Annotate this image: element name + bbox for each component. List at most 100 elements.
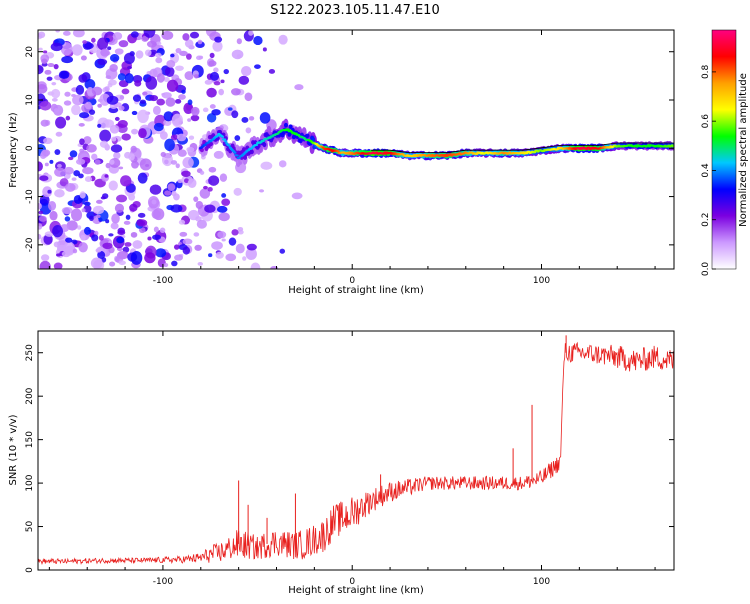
spectrogram-noise-blob — [63, 166, 74, 175]
spectrogram-noise-blob — [97, 58, 108, 66]
spectrogram-noise-blob — [105, 75, 112, 79]
spectrogram-y-tick-label: -20 — [25, 237, 35, 252]
spectrogram-noise-blob — [91, 153, 98, 161]
spectrogram-ridge-core — [227, 144, 231, 147]
spectrogram-noise-blob — [42, 50, 48, 54]
spectrogram-x-axis-label: Height of straight line (km) — [288, 285, 424, 296]
spectrogram-noise-blob — [99, 93, 111, 106]
spectrogram-noise-blob — [38, 47, 43, 51]
spectrogram-noise-blob — [80, 55, 87, 61]
snr-frame — [37, 330, 675, 571]
spectrogram-noise-blob — [231, 88, 241, 96]
snr-y-tick-label: 200 — [25, 387, 35, 404]
spectrogram-x-tick-label: 100 — [533, 276, 550, 286]
spectrogram-noise-blob — [104, 86, 110, 92]
spectrogram-noise-blob — [40, 254, 50, 262]
spectrogram-noise-blob — [161, 30, 174, 41]
spectrogram-noise-blob — [248, 116, 255, 121]
spectrogram-noise-blob — [237, 226, 244, 232]
spectrogram-noise-blob — [61, 206, 73, 215]
spectrogram-noise-blob — [209, 104, 216, 109]
spectrogram-noise-blob — [137, 109, 149, 124]
snr-marks — [38, 335, 674, 565]
spectrogram-noise-blob — [152, 234, 162, 240]
spectrogram-noise-blob — [75, 84, 85, 95]
spectrogram-noise-blob — [186, 53, 192, 60]
spectrogram-ridge-band — [241, 147, 246, 152]
spectrogram-noise-blob — [96, 214, 101, 219]
spectrogram-noise-blob — [177, 179, 183, 184]
spectrogram-ridge-band — [249, 149, 254, 155]
spectrogram-x-tick-label: 0 — [349, 276, 355, 286]
spectrogram-noise-blob — [164, 66, 175, 77]
spectrogram-noise-blob — [124, 242, 132, 247]
spectrogram-noise-blob — [170, 53, 175, 58]
colorbar-label: Normalized spectral amplitude — [738, 73, 749, 227]
spectrogram-noise-blob — [170, 204, 183, 213]
spectrogram-noise-blob — [195, 41, 205, 48]
spectrogram-noise-blob — [99, 140, 109, 148]
spectrogram-noise-blob — [156, 98, 166, 106]
spectrogram-noise-blob — [54, 167, 66, 177]
spectrogram-noise-blob — [109, 124, 120, 134]
spectrogram-marks — [38, 30, 674, 269]
spectrogram-noise-blob — [144, 252, 156, 264]
spectrogram-noise-blob — [246, 243, 257, 251]
spectrogram-noise-blob — [75, 158, 86, 165]
spectrogram-noise-blob — [164, 159, 169, 165]
spectrogram-noise-blob — [47, 189, 52, 194]
spectrogram-y-tick-label: 20 — [25, 46, 35, 58]
spectrogram-noise-blob — [211, 109, 221, 116]
spectrogram-noise-blob — [109, 64, 118, 72]
spectrogram-noise-blob — [83, 136, 92, 145]
spectrogram-noise-blob — [171, 260, 178, 267]
spectrogram-noise-blob — [97, 123, 102, 128]
spectrogram-noise-blob — [196, 219, 207, 229]
spectrogram-noise-blob — [206, 87, 217, 98]
snr-y-tick-label: 0 — [25, 567, 35, 573]
spectrogram-noise-blob — [221, 238, 226, 242]
spectrogram-noise-blob — [130, 31, 139, 38]
spectrogram-noise-blob — [187, 99, 193, 106]
spectrogram-noise-blob — [39, 198, 48, 205]
spectrogram-noise-blob — [127, 65, 132, 70]
spectrogram-noise-blob — [43, 137, 53, 145]
spectrogram-noise-blob — [97, 103, 102, 108]
spectrogram-noise-blob — [118, 105, 125, 111]
spectrogram-noise-blob — [233, 187, 242, 196]
spectrogram-noise-blob — [96, 199, 103, 204]
spectrogram-noise-blob — [137, 212, 146, 218]
spectrogram-noise-blob — [171, 113, 183, 128]
spectrogram-noise-blob — [53, 262, 63, 269]
spectrogram-noise-blob — [176, 133, 187, 142]
spectrogram-noise-blob — [110, 222, 119, 230]
spectrogram-noise-blob — [57, 244, 66, 251]
spectrogram-noise-blob — [63, 100, 72, 106]
spectrogram-noise-blob — [240, 65, 252, 77]
spectrogram-frame — [37, 29, 675, 270]
spectrogram-noise-blob — [193, 232, 200, 237]
spectrogram-noise-blob — [56, 253, 62, 257]
spectrogram-noise-blob — [116, 236, 125, 244]
spectrogram-ridge-core — [235, 154, 239, 157]
chart-title: S122.2023.105.11.47.E10 — [270, 3, 439, 18]
spectrogram-noise-blob — [55, 131, 63, 137]
spectrogram-y-axis-label: Frequency (Hz) — [8, 112, 19, 188]
spectrogram-noise-blob — [39, 101, 52, 111]
spectrogram-noise-blob — [118, 166, 124, 170]
spectrogram-noise-blob — [234, 135, 241, 141]
spectrogram-noise-blob — [124, 151, 132, 159]
spectrogram-noise-blob — [132, 94, 142, 102]
snr-ticks: -100 0 100 0 50 100 150 200 250 — [25, 331, 674, 587]
spectrogram-noise-blob — [231, 110, 239, 119]
spectrogram-noise-blob — [197, 261, 203, 266]
spectrogram-noise-blob — [244, 92, 253, 102]
spectrogram-noise-blob — [182, 33, 190, 41]
spectrogram-noise-blob — [84, 42, 94, 50]
spectrogram-noise-blob — [154, 52, 162, 58]
spectrogram-noise-blob — [137, 172, 148, 184]
spectrogram-noise-blob — [42, 186, 53, 198]
spectrogram-noise-blob — [39, 260, 51, 269]
spectrogram-noise-blob — [181, 170, 191, 177]
